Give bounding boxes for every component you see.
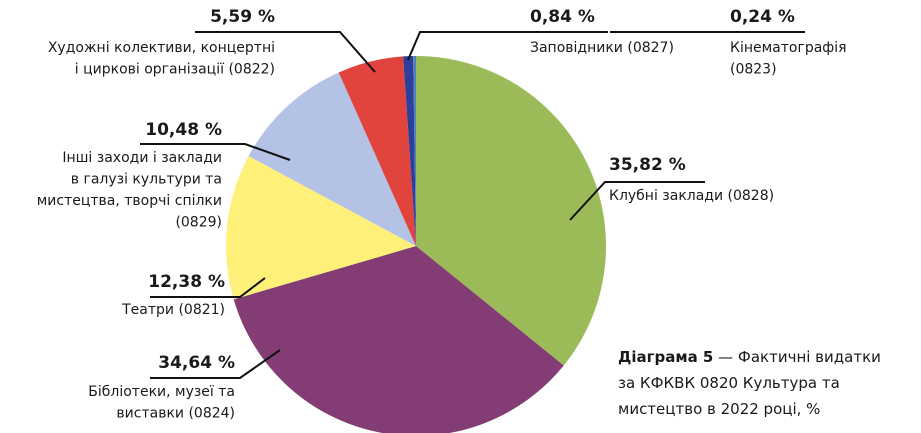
leader-line [407, 31, 608, 61]
leader-line [140, 143, 291, 161]
pie-slice [403, 56, 416, 246]
category-label: Кінематографія [730, 40, 847, 56]
category-label: (0829) [175, 215, 222, 231]
pie-slice [226, 156, 416, 300]
category-label: виставки (0824) [116, 406, 235, 422]
value-label: 5,59 % [210, 7, 275, 27]
value-label: 0,24 % [730, 7, 795, 27]
category-label: в галузі культури та [71, 172, 222, 188]
title-line: за КФКВК 0820 Культура та [618, 374, 840, 392]
leader-line [150, 349, 281, 379]
category-label: Клубні заклади (0828) [609, 188, 774, 204]
category-label: мистецтва, творчі спілки [37, 193, 222, 209]
category-label: (0823) [730, 62, 777, 78]
chart-title: Діаграма 5 — Фактичні видатки [618, 348, 881, 366]
title-line: — Фактичні видатки [718, 348, 881, 366]
leader-line [150, 277, 266, 298]
title-line: мистецтво в 2022 році, % [618, 400, 820, 418]
category-label: і циркові організації (0822) [75, 62, 275, 78]
value-label: 34,64 % [158, 353, 235, 373]
pie-slice [416, 56, 606, 366]
category-label: Заповідники (0827) [530, 40, 674, 56]
pie-slice [248, 72, 416, 246]
category-label: Театри (0821) [121, 302, 225, 318]
value-label: 0,84 % [530, 7, 595, 27]
category-label: Бібліотеки, музеї та [88, 384, 235, 400]
value-label: 35,82 % [609, 155, 686, 175]
category-label: Інші заходи і заклади [62, 150, 222, 166]
pie-slice [338, 56, 416, 246]
category-label: Художні колективи, концертні [48, 40, 275, 56]
leader-line [569, 181, 705, 221]
value-label: 10,48 % [145, 120, 222, 140]
leader-line [195, 31, 376, 73]
value-label: 12,38 % [148, 272, 225, 292]
pie-slice [233, 246, 564, 433]
title-label: Діаграма 5 [618, 348, 713, 366]
pie-slice [413, 56, 416, 246]
